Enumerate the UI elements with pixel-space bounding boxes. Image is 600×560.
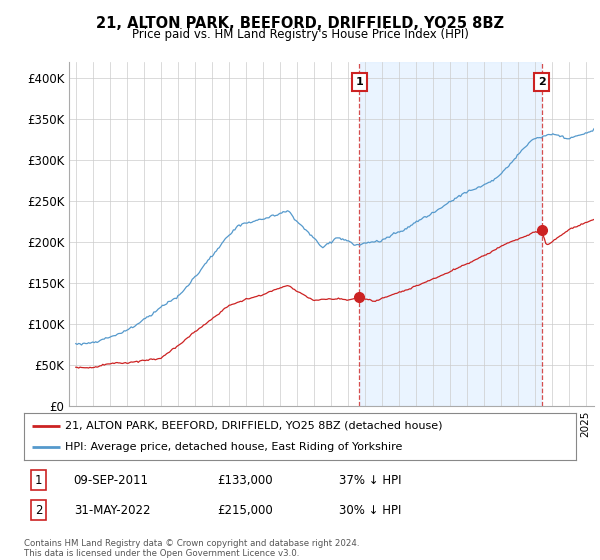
Text: HPI: Average price, detached house, East Riding of Yorkshire: HPI: Average price, detached house, East… — [65, 442, 403, 452]
Text: 1: 1 — [35, 474, 43, 487]
Text: 21, ALTON PARK, BEEFORD, DRIFFIELD, YO25 8BZ (detached house): 21, ALTON PARK, BEEFORD, DRIFFIELD, YO25… — [65, 421, 443, 431]
Text: 2: 2 — [538, 77, 545, 87]
Text: 21, ALTON PARK, BEEFORD, DRIFFIELD, YO25 8BZ: 21, ALTON PARK, BEEFORD, DRIFFIELD, YO25… — [96, 16, 504, 31]
Text: £215,000: £215,000 — [217, 504, 273, 517]
Text: 2: 2 — [35, 504, 43, 517]
Text: 1: 1 — [355, 77, 363, 87]
Text: 30% ↓ HPI: 30% ↓ HPI — [338, 504, 401, 517]
Text: 09-SEP-2011: 09-SEP-2011 — [74, 474, 149, 487]
Text: £133,000: £133,000 — [217, 474, 273, 487]
Text: 37% ↓ HPI: 37% ↓ HPI — [338, 474, 401, 487]
Text: Price paid vs. HM Land Registry's House Price Index (HPI): Price paid vs. HM Land Registry's House … — [131, 28, 469, 41]
Text: 31-MAY-2022: 31-MAY-2022 — [74, 504, 150, 517]
Text: Contains HM Land Registry data © Crown copyright and database right 2024.
This d: Contains HM Land Registry data © Crown c… — [24, 539, 359, 558]
